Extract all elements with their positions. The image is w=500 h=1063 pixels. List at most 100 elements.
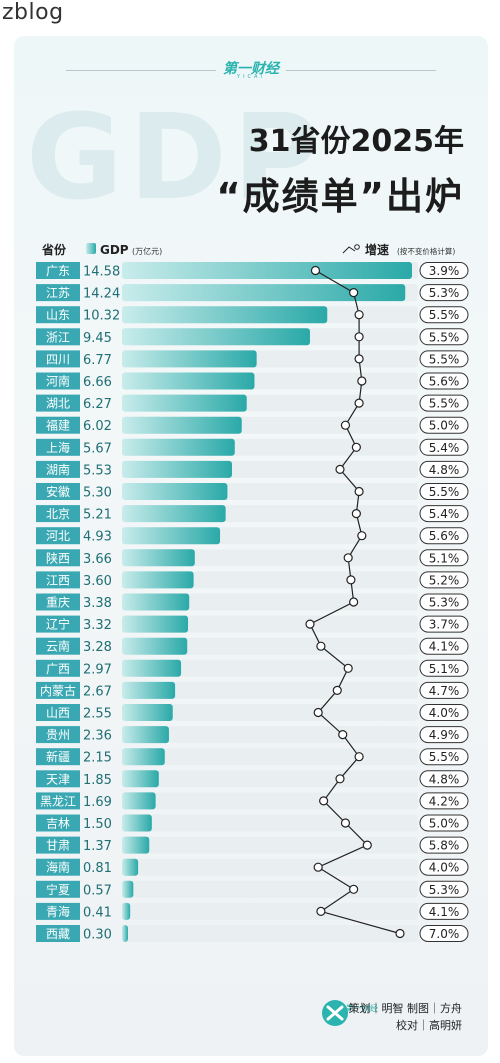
page-title: 31省份2025年: [248, 124, 464, 159]
province-label-box: [36, 284, 80, 302]
province-label: 内蒙古: [40, 683, 76, 698]
province-label: 新疆: [46, 749, 70, 764]
growth-pill: [419, 792, 469, 810]
background-gdp-text: GDP: [26, 88, 326, 226]
growth-marker: [332, 685, 342, 696]
header-growth: 增速: [365, 242, 389, 257]
growth-value-label: 5.6%: [429, 375, 460, 389]
growth-marker: [395, 928, 405, 939]
growth-pill: [419, 416, 469, 434]
growth-pill: [419, 306, 469, 324]
growth-value-label: 5.0%: [429, 419, 460, 433]
province-label-box: [36, 549, 80, 567]
row-background: [122, 858, 418, 876]
gdp-value-label: 5.53: [83, 463, 112, 478]
province-label-box: [36, 306, 80, 324]
growth-value-label: 5.3%: [429, 286, 460, 300]
growth-pill: [419, 262, 469, 279]
province-label: 宁夏: [46, 882, 70, 897]
gdp-value-label: 10.32: [83, 309, 120, 324]
province-label-box: [36, 438, 80, 456]
growth-value-label: 5.5%: [429, 485, 460, 499]
growth-marker: [354, 752, 364, 762]
gdp-bar: [122, 527, 221, 545]
growth-value-label: 4.1%: [429, 905, 460, 919]
row-background: [122, 792, 418, 810]
growth-value-label: 5.3%: [429, 596, 460, 610]
gdp-value-label: 6.66: [83, 375, 112, 390]
province-label-box: [36, 571, 80, 589]
divider: [66, 70, 216, 71]
province-label-box: [36, 262, 80, 279]
gdp-bar: [122, 483, 228, 500]
gdp-value-label: 2.36: [83, 729, 112, 744]
growth-marker: [354, 398, 364, 408]
gdp-bar: [122, 704, 173, 721]
growth-pill: [419, 460, 469, 478]
growth-pill: [419, 527, 469, 545]
province-label: 浙江: [46, 330, 70, 344]
growth-pill: [419, 814, 469, 832]
province-label-box: [36, 681, 80, 699]
credits-line: 校对｜高明妍: [396, 1019, 462, 1032]
province-label-box: [36, 814, 80, 832]
province-label-box: [36, 637, 80, 655]
growth-marker: [305, 619, 315, 629]
growth-value-label: 4.8%: [429, 463, 460, 477]
gdp-bar: [122, 549, 195, 567]
growth-value-label: 5.5%: [429, 308, 460, 322]
gdp-bar: [122, 593, 190, 611]
gdp-bar: [122, 748, 165, 766]
growth-marker: [335, 774, 345, 784]
row-background: [122, 925, 418, 942]
growth-pill: [419, 726, 469, 744]
province-label-box: [36, 483, 80, 500]
province-label-box: [36, 593, 80, 611]
growth-value-label: 4.1%: [429, 640, 460, 654]
gdp-bar: [122, 416, 242, 434]
province-label-box: [36, 704, 80, 721]
gdp-value-label: 2.97: [83, 662, 112, 677]
growth-value-label: 5.2%: [429, 573, 460, 587]
growth-marker: [340, 818, 351, 828]
gdp-value-label: 0.41: [83, 905, 112, 920]
province-label: 广西: [46, 662, 70, 676]
row-background: [122, 549, 418, 567]
growth-pill: [419, 659, 469, 677]
gdp-value-label: 0.30: [83, 928, 112, 943]
gdp-bar: [122, 571, 194, 589]
province-label-box: [36, 748, 80, 766]
legend-growth-line-icon: [342, 246, 356, 254]
credits-line: 策划｜明智 制图｜方舟: [348, 1002, 463, 1015]
growth-pill: [419, 350, 469, 368]
growth-marker: [354, 332, 364, 342]
row-background: [122, 814, 418, 832]
growth-marker: [351, 442, 361, 452]
province-label: 山西: [46, 706, 70, 720]
growth-marker: [316, 906, 326, 917]
growth-value-label: 5.6%: [429, 529, 460, 543]
province-label: 广东: [46, 264, 70, 278]
province-label-box: [36, 328, 80, 346]
gdp-bar: [122, 858, 139, 876]
growth-pill: [419, 549, 469, 567]
gdp-value-label: 6.27: [83, 397, 112, 412]
province-label: 安徽: [46, 484, 70, 499]
legend-gdp-swatch: [86, 243, 96, 254]
gdp-bar: [122, 394, 247, 412]
growth-marker: [351, 508, 361, 519]
province-label: 海南: [46, 860, 70, 875]
province-label-box: [36, 505, 80, 523]
province-label: 江西: [46, 573, 70, 587]
gdp-value-label: 2.67: [83, 684, 112, 699]
gdp-value-label: 5.21: [83, 508, 112, 523]
province-label: 重庆: [46, 596, 70, 610]
province-label-box: [36, 902, 80, 920]
gdp-value-label: 1.37: [83, 839, 112, 854]
gdp-value-label: 4.93: [83, 530, 112, 545]
growth-value-label: 5.4%: [429, 441, 460, 455]
province-label-box: [36, 659, 80, 677]
growth-value-label: 5.8%: [429, 839, 460, 853]
province-label: 陕西: [46, 550, 70, 565]
gdp-bar: [122, 659, 182, 677]
